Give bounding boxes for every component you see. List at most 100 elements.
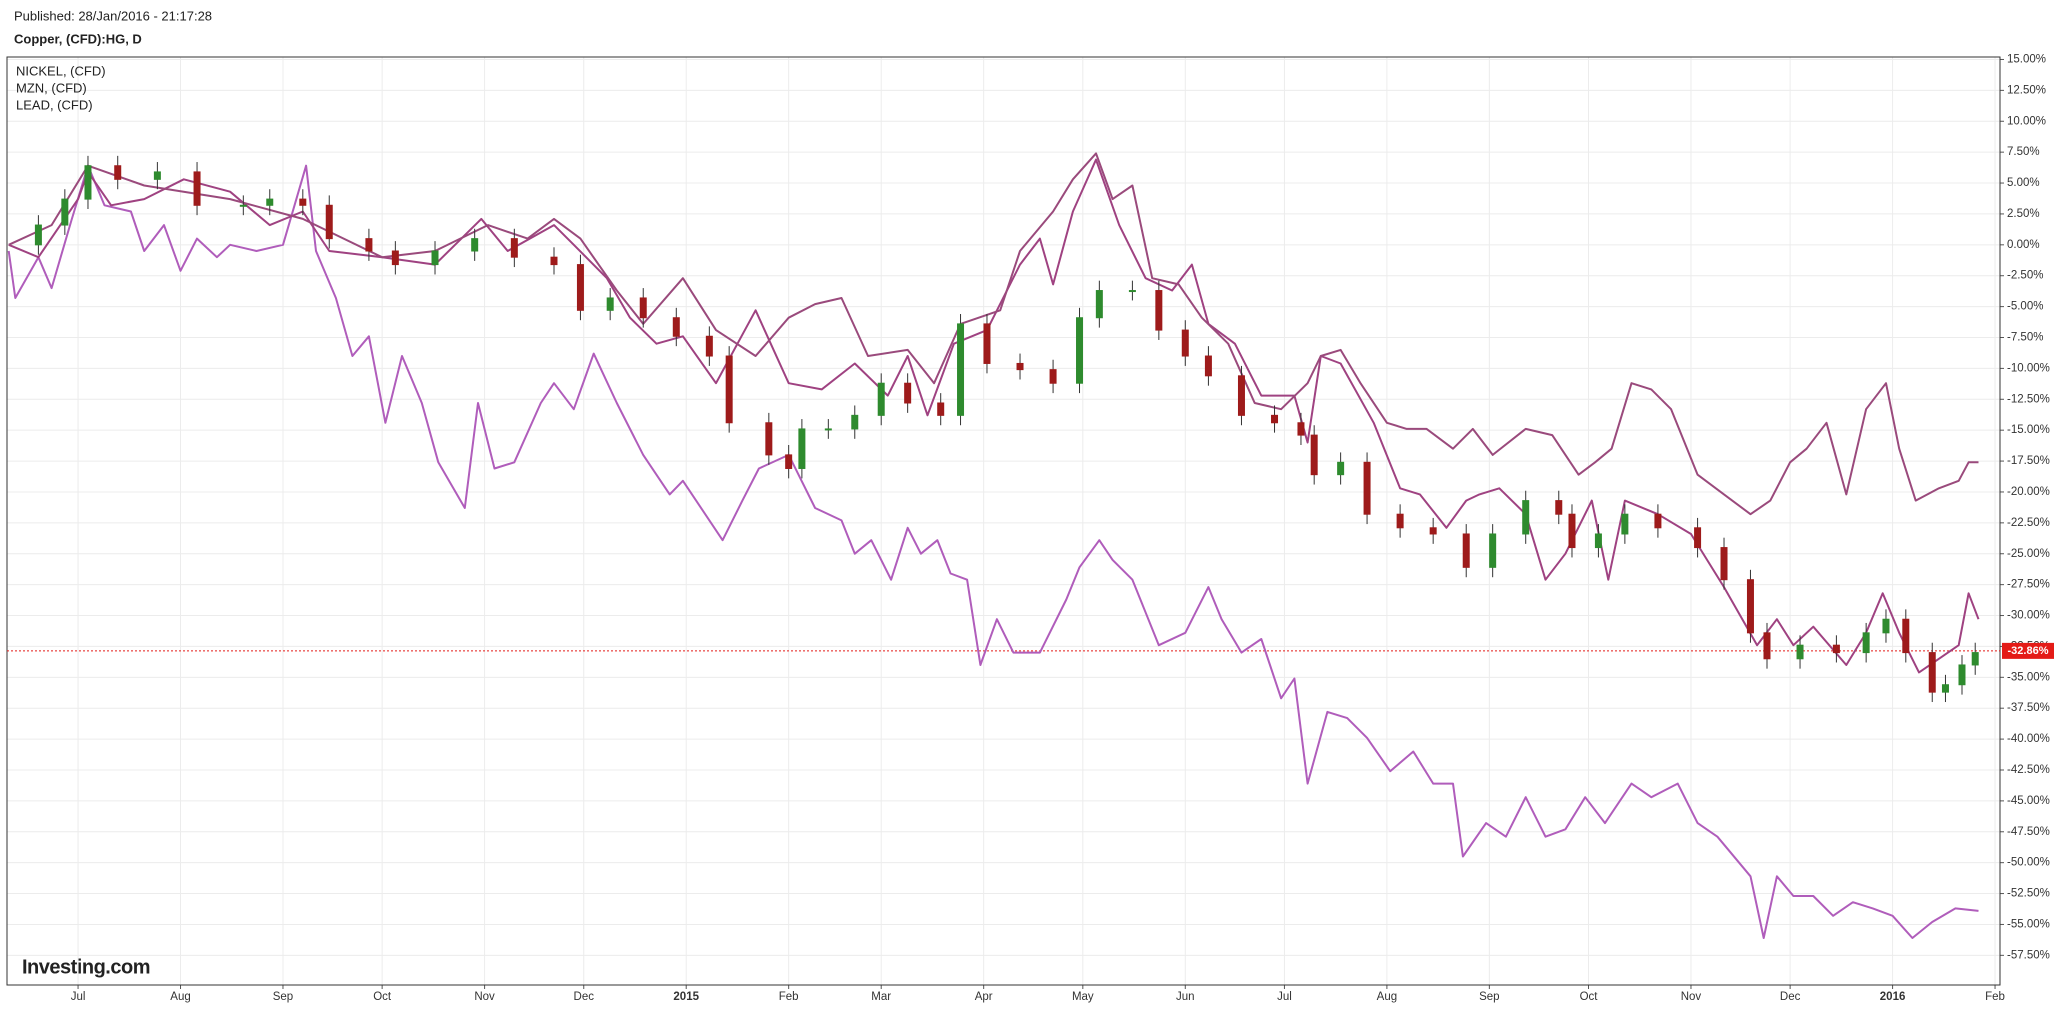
y-tick-label: -20.00% [2007, 486, 2050, 498]
candle-body [785, 454, 793, 469]
candle-body [576, 264, 584, 311]
candle-body [1568, 513, 1576, 549]
y-tick-label: -17.50% [2007, 455, 2050, 467]
candle-body [1941, 684, 1949, 693]
series-line [8, 152, 1979, 516]
y-tick-label: -50.00% [2007, 857, 2050, 869]
candle-body [1310, 434, 1318, 476]
candle-body [239, 204, 247, 207]
y-tick-label: -22.50% [2007, 517, 2050, 529]
candle-body [851, 414, 859, 430]
candle-body [672, 317, 680, 337]
y-tick-label: -2.50% [2007, 270, 2043, 282]
current-label-bg [2002, 642, 2054, 659]
y-tick-label: 0.00% [2007, 239, 2040, 251]
candle-body [1694, 527, 1702, 549]
candle-body [606, 297, 614, 311]
candle-body [266, 198, 274, 206]
candle-body [365, 238, 373, 252]
candle-body [34, 224, 42, 246]
candle-body [705, 335, 713, 357]
series-line [8, 158, 1980, 674]
candle-body [1882, 618, 1890, 634]
candle-body [798, 428, 806, 469]
candle-body [1489, 533, 1497, 568]
candle-body [1271, 414, 1279, 424]
candle-body [1429, 527, 1437, 535]
x-tick-label: Jul [1277, 991, 1292, 1003]
candle-body [904, 382, 912, 404]
candle-body [193, 171, 201, 206]
y-tick-label: -45.00% [2007, 795, 2050, 807]
candle-body [471, 238, 479, 252]
y-tick-label: 15.00% [2007, 54, 2046, 66]
y-tick-label: -27.50% [2007, 579, 2050, 591]
brand-logo: Investing.com [22, 956, 150, 978]
candle-body [325, 204, 333, 240]
candle-body [1049, 369, 1057, 384]
candle-body [1155, 290, 1163, 331]
candle-body [1763, 632, 1771, 660]
candle-body [1796, 644, 1804, 660]
x-tick-label: Sep [1479, 991, 1499, 1003]
x-tick-label: Nov [474, 991, 495, 1003]
x-tick-label: Nov [1681, 991, 1702, 1003]
plot-frame [6, 56, 2001, 986]
candle-body [1902, 618, 1910, 654]
y-tick-label: -40.00% [2007, 733, 2050, 745]
x-tick-label: Sep [273, 991, 293, 1003]
candle-body [1363, 461, 1371, 515]
chart-subtitle: Published: 28/Jan/2016 - 21:17:28 [14, 8, 212, 23]
candle-body [1862, 632, 1870, 654]
x-tick-label: Jun [1176, 991, 1195, 1003]
candle-body [1204, 355, 1212, 377]
x-tick-label: Jul [71, 991, 86, 1003]
x-tick-label: Dec [1780, 991, 1801, 1003]
x-tick-label: 2016 [1880, 991, 1906, 1003]
candle-body [1462, 533, 1470, 568]
chart-title: Copper, (CFD):HG, D [14, 31, 142, 46]
candle-body [510, 238, 518, 258]
candle-body [1095, 290, 1103, 319]
x-tick-label: Oct [373, 991, 392, 1003]
candle-body [765, 422, 773, 456]
candle-body [1654, 513, 1662, 529]
candle-body [299, 198, 307, 206]
candle-body [1337, 461, 1345, 476]
y-tick-label: -37.50% [2007, 702, 2050, 714]
legend-entry: MZN, (CFD) [16, 80, 87, 95]
candle-body [153, 171, 161, 180]
x-tick-label: Feb [779, 991, 799, 1003]
candle-body [824, 428, 832, 431]
y-tick-label: -12.50% [2007, 393, 2050, 405]
candle-body [1522, 500, 1530, 535]
candle-body [1928, 652, 1936, 693]
y-tick-label: 2.50% [2007, 208, 2040, 220]
candle-body [957, 323, 965, 416]
candle-body [61, 198, 69, 226]
y-tick-label: -42.50% [2007, 764, 2050, 776]
legend-entry: NICKEL, (CFD) [16, 63, 106, 78]
current-label: -32.86% [2008, 645, 2049, 657]
candle-body [391, 250, 399, 266]
y-tick-label: -5.00% [2007, 301, 2043, 313]
y-tick-label: -7.50% [2007, 332, 2043, 344]
series-line [7, 164, 1979, 939]
x-tick-label: Dec [574, 991, 595, 1003]
candle-body [1555, 500, 1563, 515]
candle-body [1594, 533, 1602, 549]
y-tick-label: -10.00% [2007, 362, 2050, 374]
candle-body [877, 382, 885, 416]
x-tick-label: Apr [975, 991, 993, 1003]
candle-body [1181, 329, 1189, 357]
candle-body [114, 165, 122, 180]
y-tick-label: -15.00% [2007, 424, 2050, 436]
x-tick-label: Mar [871, 991, 891, 1003]
candle-body [431, 250, 439, 266]
candle-body [725, 355, 733, 424]
x-tick-label: Feb [1985, 991, 2005, 1003]
candle-body [639, 297, 647, 319]
candle-body [84, 165, 92, 200]
y-tick-label: -47.50% [2007, 826, 2050, 838]
